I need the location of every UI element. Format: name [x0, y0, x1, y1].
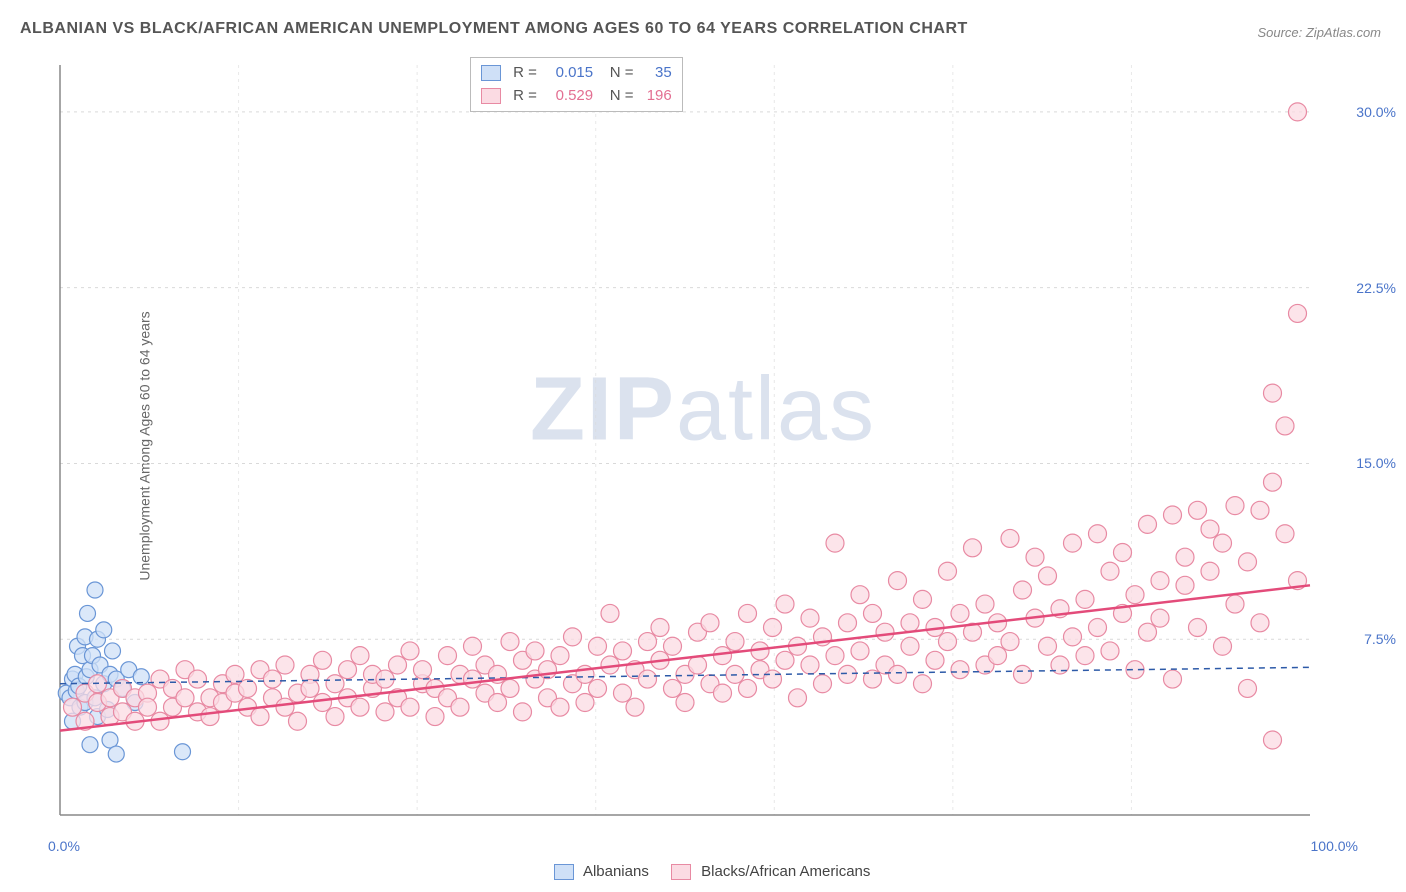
legend-swatch: [554, 864, 574, 880]
stat-r-label: R =: [513, 62, 537, 85]
stat-r-value: 0.015: [541, 62, 593, 85]
stats-box: R = 0.015 N = 35 R = 0.529 N = 196: [470, 57, 683, 112]
legend-label: Blacks/African Americans: [701, 863, 870, 880]
chart-title: ALBANIAN VS BLACK/AFRICAN AMERICAN UNEMP…: [20, 20, 968, 38]
stat-n-label: N =: [610, 62, 634, 85]
stat-n-value: 196: [638, 85, 672, 108]
bottom-legend: Albanians Blacks/African Americans: [0, 863, 1406, 880]
y-tick-label: 7.5%: [1364, 631, 1396, 647]
legend-swatch: [481, 88, 501, 104]
y-tick-label: 30.0%: [1356, 104, 1396, 120]
stat-n-value: 35: [638, 62, 672, 85]
stat-n-label: N =: [610, 85, 634, 108]
legend-label: Albanians: [583, 863, 649, 880]
plot-svg: [50, 55, 1350, 835]
legend-swatch: [671, 864, 691, 880]
scatter-plot: [50, 55, 1350, 835]
x-axis-start-label: 0.0%: [48, 838, 80, 854]
stat-r-label: R =: [513, 85, 537, 108]
legend-swatch: [481, 65, 501, 81]
stats-row: R = 0.015 N = 35: [481, 62, 672, 85]
stats-row: R = 0.529 N = 196: [481, 85, 672, 108]
y-tick-label: 15.0%: [1356, 455, 1396, 471]
source-label: Source: ZipAtlas.com: [1257, 25, 1381, 40]
stat-r-value: 0.529: [541, 85, 593, 108]
x-axis-end-label: 100.0%: [1311, 838, 1358, 854]
y-tick-label: 22.5%: [1356, 280, 1396, 296]
